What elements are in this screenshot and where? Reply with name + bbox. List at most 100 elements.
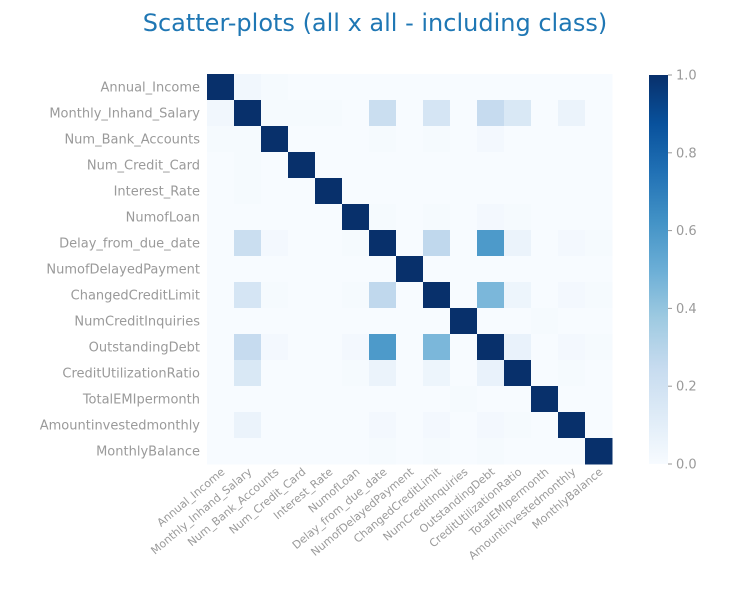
heatmap-cell: [261, 100, 289, 127]
heatmap-cell: [558, 100, 586, 127]
heatmap-cell: [585, 360, 613, 387]
heatmap-cell: [558, 204, 586, 231]
heatmap-cell: [342, 204, 370, 231]
heatmap-cell: [504, 74, 532, 101]
heatmap-cell: [558, 152, 586, 179]
heatmap-cell: [261, 178, 289, 205]
heatmap-cell: [342, 438, 370, 465]
heatmap-cell: [369, 152, 397, 179]
heatmap-cell: [261, 152, 289, 179]
heatmap-cell: [450, 360, 478, 387]
heatmap-cell: [315, 308, 343, 335]
heatmap-cell: [504, 230, 532, 257]
heatmap-cell: [396, 74, 424, 101]
heatmap-cell: [315, 152, 343, 179]
heatmap-cell: [585, 386, 613, 413]
heatmap-cell: [234, 178, 262, 205]
x-tick-labels: Annual_IncomeMonthly_Inhand_SalaryNum_Ba…: [148, 465, 605, 563]
heatmap-cell: [288, 152, 316, 179]
heatmap-cell: [207, 126, 235, 153]
heatmap-cell: [342, 178, 370, 205]
heatmap-cell: [288, 308, 316, 335]
heatmap-cell: [531, 204, 559, 231]
y-tick-label: Annual_Income: [100, 81, 200, 96]
heatmap-cell: [342, 152, 370, 179]
heatmap-cell: [261, 334, 289, 361]
colorbar-gradient: [649, 75, 668, 464]
y-tick-label: CreditUtilizationRatio: [62, 367, 200, 382]
heatmap-cell: [315, 282, 343, 309]
heatmap-cell: [477, 100, 505, 127]
y-tick-label: ChangedCreditLimit: [71, 289, 200, 304]
heatmap-cell: [288, 230, 316, 257]
heatmap-cell: [558, 308, 586, 335]
heatmap-cell: [342, 360, 370, 387]
heatmap-cell: [477, 282, 505, 309]
heatmap-cell: [234, 360, 262, 387]
heatmap-cell: [207, 230, 235, 257]
heatmap-cell: [234, 282, 262, 309]
y-tick-label: Num_Bank_Accounts: [64, 133, 200, 148]
heatmap-cell: [369, 438, 397, 465]
heatmap-cell: [450, 100, 478, 127]
heatmap-cell: [585, 230, 613, 257]
heatmap-cell: [423, 152, 451, 179]
heatmap-cell: [585, 100, 613, 127]
heatmap-cell: [342, 282, 370, 309]
y-tick-label: NumofDelayedPayment: [46, 263, 200, 278]
heatmap-cell: [342, 256, 370, 283]
heatmap-cell: [531, 230, 559, 257]
heatmap-cell: [450, 308, 478, 335]
heatmap-cell: [207, 152, 235, 179]
heatmap-cell: [450, 282, 478, 309]
heatmap-cell: [369, 282, 397, 309]
y-tick-label: MonthlyBalance: [96, 445, 200, 460]
heatmap-cell: [315, 360, 343, 387]
heatmap-cell: [396, 308, 424, 335]
heatmap-cell: [396, 282, 424, 309]
heatmap-cell: [234, 74, 262, 101]
heatmap-cell: [207, 74, 235, 101]
heatmap-cell: [234, 308, 262, 335]
heatmap-cell: [396, 100, 424, 127]
heatmap-cell: [369, 178, 397, 205]
heatmap-cell: [585, 152, 613, 179]
heatmap-cell: [396, 126, 424, 153]
heatmap-cell: [423, 178, 451, 205]
heatmap-cell: [315, 438, 343, 465]
colorbar-tick-label: 0.4: [676, 302, 697, 317]
heatmap-cell: [504, 100, 532, 127]
heatmap-cell: [504, 204, 532, 231]
colorbar-ticks: 0.0 0.2 0.4 0.6 0.8 1.0: [668, 69, 697, 473]
heatmap-cell: [207, 360, 235, 387]
heatmap-cell: [396, 230, 424, 257]
heatmap-cell: [504, 126, 532, 153]
heatmap-cell: [423, 100, 451, 127]
heatmap-cell: [531, 100, 559, 127]
heatmap-cell: [585, 438, 613, 465]
colorbar: 0.0 0.2 0.4 0.6 0.8 1.0: [649, 69, 697, 473]
heatmap-cell: [207, 412, 235, 439]
heatmap-cell: [234, 412, 262, 439]
heatmap-cell: [531, 386, 559, 413]
heatmap-cell: [423, 438, 451, 465]
heatmap-cell: [261, 438, 289, 465]
heatmap-cell: [234, 204, 262, 231]
heatmap-cell: [531, 178, 559, 205]
heatmap-cell: [477, 334, 505, 361]
heatmap-cell: [477, 256, 505, 283]
heatmap-cell: [450, 412, 478, 439]
heatmap-cell: [477, 360, 505, 387]
heatmap-cell: [585, 334, 613, 361]
heatmap-cell: [423, 204, 451, 231]
heatmap-cell: [585, 204, 613, 231]
heatmap-cell: [288, 204, 316, 231]
heatmap-cell: [315, 204, 343, 231]
heatmap-cell: [504, 360, 532, 387]
y-tick-label: TotalEMIpermonth: [82, 393, 200, 408]
heatmap-cell: [207, 256, 235, 283]
heatmap-cell: [531, 412, 559, 439]
heatmap-cell: [423, 412, 451, 439]
heatmap-cell: [288, 360, 316, 387]
heatmap-cell: [531, 360, 559, 387]
